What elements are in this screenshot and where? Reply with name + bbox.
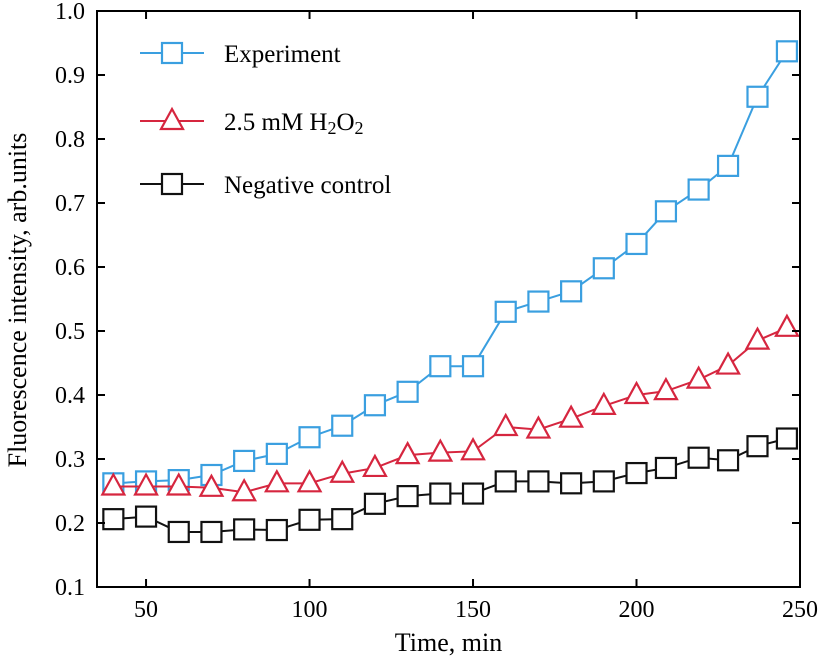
data-point [329,459,356,483]
y-tick-label: 0.2 [55,511,85,537]
data-point [775,40,799,63]
y-tick-label: 1.0 [55,0,85,25]
data-point [525,415,552,439]
series-layer [100,40,800,544]
legend-marker [159,106,185,131]
data-point [331,414,354,437]
x-tick-label: 50 [134,597,158,623]
data-point [298,426,321,449]
legend-label: Experiment [224,41,341,68]
data-point [233,518,256,541]
data-point [716,449,740,472]
y-tick-label: 0.8 [55,127,85,153]
data-point [687,178,710,201]
data-point [685,365,712,389]
data-point [102,508,125,531]
y-tick-label: 0.3 [55,447,85,473]
data-point [427,438,454,462]
legend-marker [160,172,184,196]
data-point [744,326,771,350]
data-point [715,351,741,375]
data-point [774,313,800,337]
data-point [265,518,288,542]
data-point [560,472,583,495]
data-point [200,520,223,544]
data-point [231,477,257,502]
y-tick-label: 0.9 [55,63,85,89]
data-point [233,449,256,473]
data-point [494,300,517,323]
series-line [113,50,788,485]
series-2 [102,427,799,544]
x-tick-label: 250 [782,597,818,623]
series-line [113,437,788,533]
data-point [654,200,678,223]
legend-item: Negative control [140,172,391,199]
data-point [494,470,517,493]
x-tick-label: 150 [455,597,491,623]
x-tick-label: 100 [292,597,328,623]
data-point [746,85,769,108]
data-point [167,520,190,544]
data-point [654,456,678,480]
data-point [331,508,354,531]
x-tick-label: 200 [619,597,655,623]
data-point [363,492,387,515]
data-point [492,412,519,437]
data-point [653,376,679,401]
y-tick-label: 0.5 [55,319,85,345]
data-point [198,473,225,497]
data-point [623,380,650,405]
data-point [461,355,485,378]
data-point [560,280,583,303]
x-axis-title: Time, min [395,628,502,657]
axis-ticks: 50 100 150 200 250 0.1 0.2 0.3 0.4 0.5 0.6 0.7 0.8 0.… [55,0,818,623]
series-1 [100,313,800,502]
data-point [527,470,550,493]
series-0 [102,40,799,495]
legend-item: 2.5 mM H2O2 [140,106,364,138]
y-tick-label: 0.1 [55,575,85,601]
data-point [527,290,550,313]
data-point [687,446,710,469]
data-point [775,427,799,450]
data-point [165,472,192,496]
y-tick-label: 0.4 [55,383,85,409]
data-point [100,472,127,496]
data-point [396,380,419,403]
data-point [625,461,648,485]
data-point [362,453,388,478]
legend: Experiment 2.5 mM H2O2 Negative control [140,41,391,199]
data-point [592,257,615,280]
y-axis-title: Fluorescence intensity, arb.units [3,133,32,468]
data-point [461,482,485,505]
legend-marker [160,41,184,65]
data-point [625,232,648,256]
data-point [429,482,452,505]
data-point [134,505,158,528]
data-point [363,394,387,417]
data-point [133,472,159,496]
data-point [592,470,615,493]
data-point [590,391,617,415]
data-point [460,437,486,461]
legend-label: Negative control [224,172,391,199]
legend-label: 2.5 mM H2O2 [224,109,364,138]
data-point [265,442,288,465]
data-point [394,440,421,465]
data-point [558,404,584,428]
data-point [396,485,419,508]
data-point [746,435,769,458]
plot-frame [96,10,801,588]
data-point [298,508,321,531]
data-point [716,154,740,177]
data-point [263,469,290,493]
legend-item: Experiment [140,41,341,68]
y-tick-label: 0.6 [55,255,85,281]
y-tick-label: 0.7 [55,191,85,217]
data-point [296,469,323,493]
series-line [113,326,788,494]
data-point [429,355,452,378]
